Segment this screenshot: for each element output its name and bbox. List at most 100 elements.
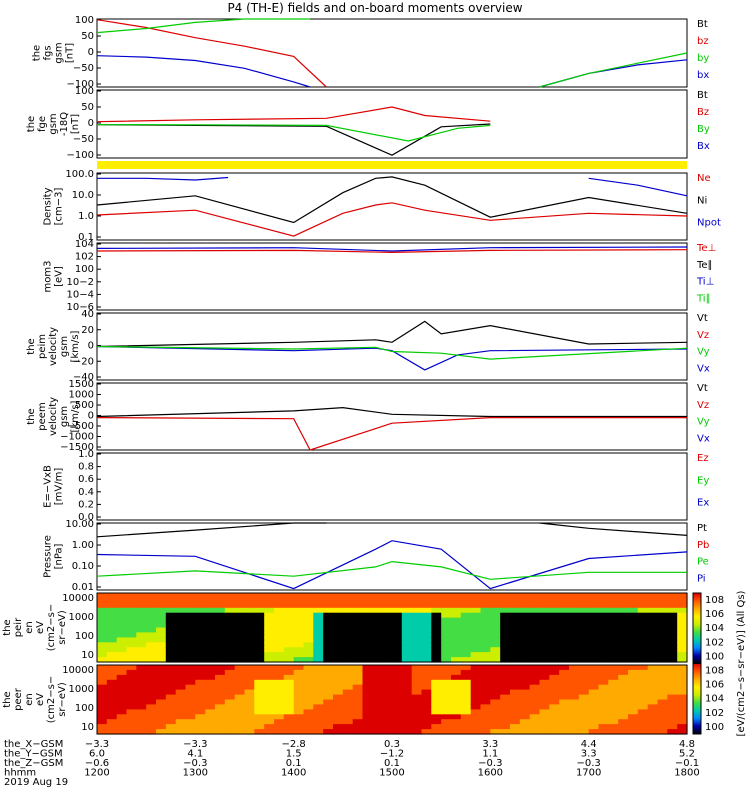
spectrogram-cell: [647, 684, 659, 691]
spectrogram-cell: [293, 597, 305, 604]
spectrogram-cell: [254, 679, 265, 686]
x-tick-label: −0.3: [478, 758, 502, 769]
spectrogram-cell: [539, 724, 550, 730]
spectrogram-cell: [500, 699, 511, 705]
x-tick-label: 1200: [84, 768, 109, 779]
spectrogram-cell: [136, 719, 147, 725]
spectrogram-cell: [165, 597, 177, 604]
spectrogram-cell: [215, 602, 226, 609]
spectrogram-cell: [136, 647, 147, 653]
spectrogram-cell: [539, 622, 550, 629]
spectrogram-cell: [205, 665, 216, 671]
spectrogram-cell: [578, 689, 590, 696]
spectrogram-cell: [342, 637, 354, 643]
spectrogram-cell: [126, 714, 137, 720]
spectrogram-cell: [500, 704, 511, 710]
spectrogram-cell: [215, 729, 226, 735]
colorbar-label: [eV/(cm2−s−sr−eV)] (All Qs): [736, 590, 747, 736]
spectrogram-cell: [411, 642, 423, 648]
spectrogram-cell: [165, 714, 177, 720]
spectrogram-cell: [165, 593, 177, 599]
spectrogram-cell: [303, 597, 314, 604]
spectrogram-cell: [106, 612, 118, 619]
spectrogram-cell: [411, 679, 423, 686]
spectrogram-cell: [136, 617, 147, 624]
spectrogram-cell: [657, 642, 668, 648]
spectrogram-cell: [323, 627, 334, 633]
spectrogram-cell: [401, 612, 413, 619]
spectrogram-cell: [657, 704, 668, 710]
spectrogram-cell: [195, 684, 206, 691]
spectrogram-cell: [500, 729, 511, 735]
spectrogram-cell: [333, 627, 344, 633]
spectrogram-cell: [342, 729, 354, 735]
spectrogram-cell: [362, 729, 373, 735]
spectrogram-cell: [254, 597, 265, 604]
spectrogram-cell: [362, 617, 373, 624]
spectrogram-cell: [559, 607, 570, 614]
spectrogram-cell: [539, 714, 550, 720]
series-line-Ti: [96, 246, 688, 252]
colorbar-tick: 100: [705, 651, 724, 662]
spectrogram-cell: [165, 652, 177, 658]
spectrogram-cell: [156, 602, 167, 609]
spectrogram-cell: [254, 637, 265, 643]
legend-entry: Te∥: [696, 260, 713, 271]
spectrogram-cell: [97, 612, 108, 619]
spectrogram-cell: [313, 709, 324, 715]
spectrogram-cell: [274, 637, 285, 643]
spectrogram-cell: [411, 665, 423, 671]
y-tick-label: 0: [88, 411, 94, 422]
spectrogram-cell: [342, 597, 354, 604]
y-axis-label: [nPa]: [54, 543, 65, 569]
spectrogram-cell: [637, 699, 649, 705]
spectrogram-cell: [421, 647, 432, 653]
spectrogram-cell: [628, 684, 639, 691]
spectrogram-cell: [598, 729, 609, 735]
spectrogram-cell: [529, 593, 541, 599]
spectrogram-cell: [628, 704, 639, 710]
spectrogram-cell: [451, 729, 462, 735]
spectrogram-cell: [411, 647, 423, 653]
spectrogram-cell: [588, 694, 600, 701]
spectrogram-cell: [195, 704, 206, 710]
spectrogram-cell: [510, 689, 521, 696]
spectrogram-cell: [323, 597, 334, 604]
spectrogram-cell: [195, 632, 206, 638]
spectrogram-cell: [480, 714, 491, 720]
spectrogram-cell: [667, 689, 678, 696]
panel-frame-peer: [96, 664, 688, 735]
spectrogram-cell: [323, 679, 334, 686]
spectrogram-cell: [274, 709, 285, 715]
y-axis-label: gsm: [48, 113, 59, 134]
spectrogram-cell: [569, 694, 580, 701]
spectrogram-cell: [362, 637, 373, 643]
spectrogram-cell: [205, 724, 216, 730]
spectrogram-cell: [205, 642, 216, 648]
spectrogram-cell: [195, 637, 206, 643]
spectrogram-cell: [588, 593, 600, 599]
spectrogram-cell: [146, 652, 157, 658]
y-axis-label: peir: [13, 617, 24, 637]
y-axis-label: velocity: [48, 397, 59, 436]
spectrogram-cell: [628, 642, 639, 648]
spectrogram-cell: [470, 699, 482, 705]
spectrogram-cell: [136, 674, 147, 681]
spectrogram-cell: [283, 729, 295, 735]
spectrogram-cell: [215, 724, 226, 730]
spectrogram-cell: [372, 647, 383, 653]
spectrogram-cell: [647, 724, 659, 730]
spectrogram-cell: [244, 689, 255, 696]
spectrogram-cell: [529, 679, 541, 686]
spectrogram-cell: [667, 637, 678, 643]
spectrogram-cell: [274, 647, 285, 653]
spectrogram-cell: [519, 679, 531, 686]
spectrogram-cell: [254, 665, 265, 671]
spectrogram-cell: [549, 674, 560, 681]
spectrogram-cell: [392, 627, 403, 633]
spectrogram-cell: [382, 593, 393, 599]
spectrogram-cell: [588, 657, 600, 663]
spectrogram-cell: [195, 612, 206, 619]
spectrogram-peer: [97, 665, 688, 735]
spectrogram-cell: [264, 632, 275, 638]
